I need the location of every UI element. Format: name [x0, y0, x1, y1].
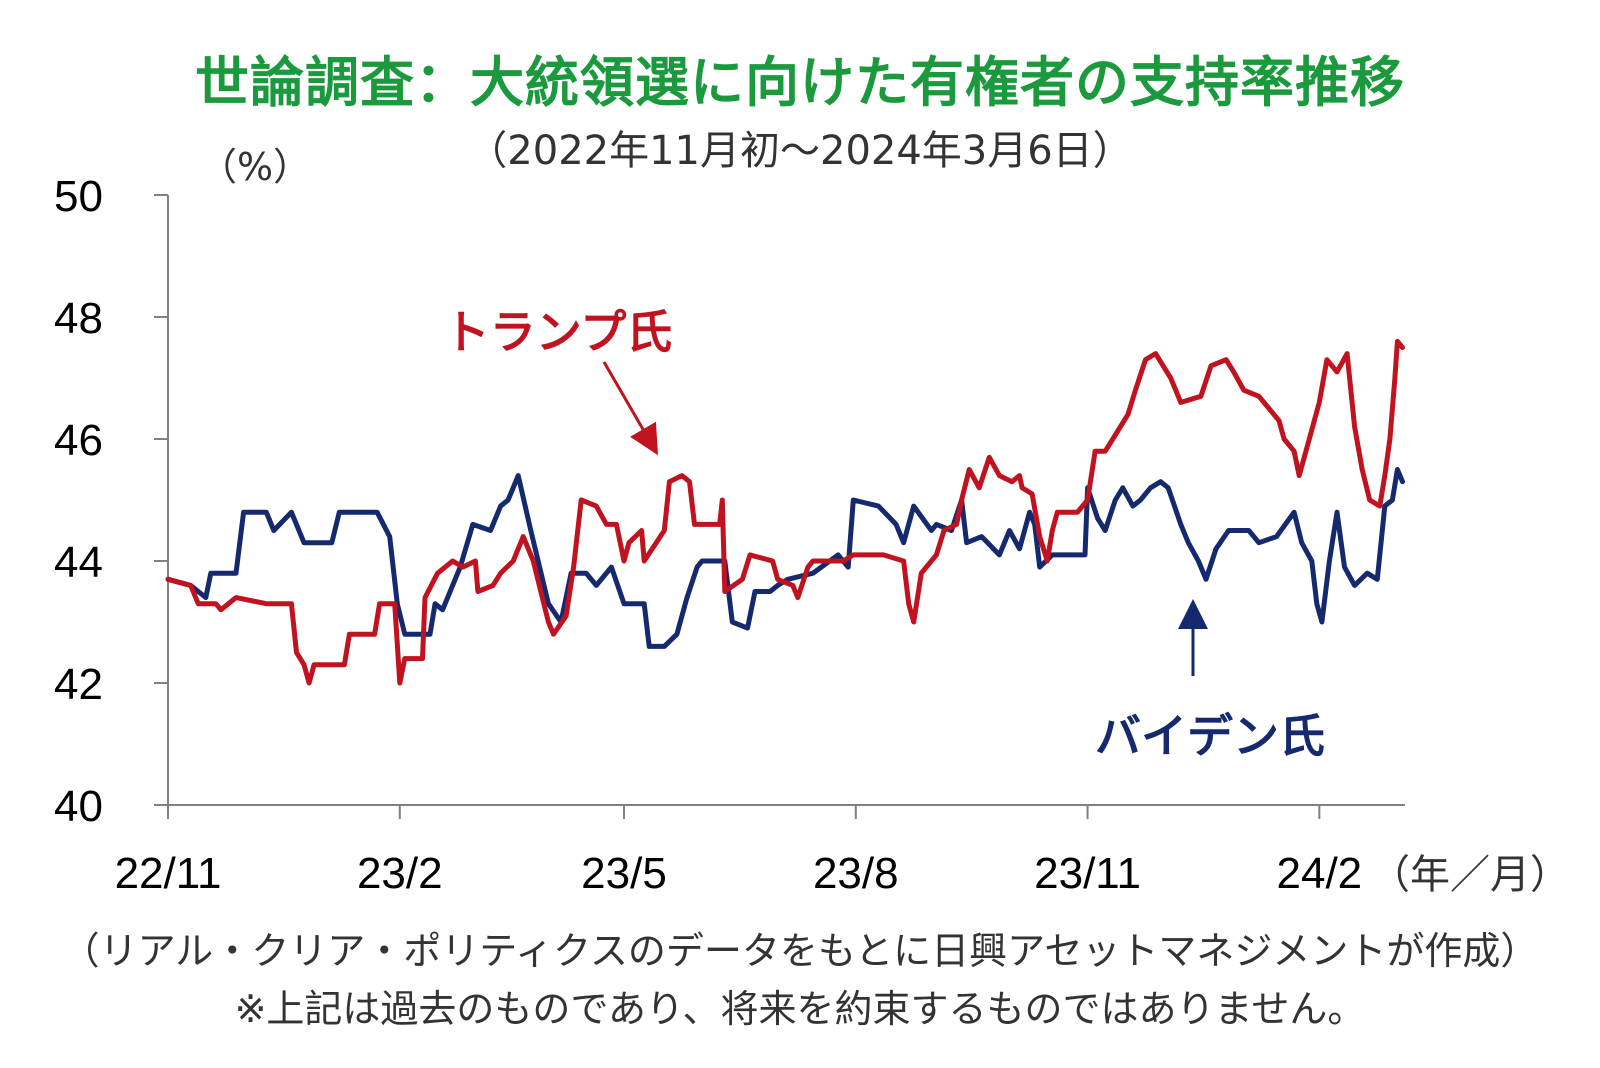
biden-annotation-label: バイデン氏 [1095, 709, 1325, 763]
chart-title: 世論調査：大統領選に向けた有権者の支持率推移 [195, 51, 1405, 114]
y-tick-label: 42 [54, 660, 103, 709]
series-line-biden [165, 467, 1405, 649]
y-tick-label: 40 [54, 782, 103, 831]
y-tick-label: 44 [54, 538, 103, 587]
trump-annotation-arrow [602, 361, 659, 456]
chart-subtitle: （2022年11月初～2024年3月6日） [467, 128, 1133, 174]
x-tick-label: 24/2 [1277, 849, 1363, 898]
y-tick-label: 50 [54, 172, 103, 221]
disclaimer-note: ※上記は過去のものであり、将来を約束するものではありません。 [234, 987, 1366, 1031]
x-tick-label: 23/11 [1034, 849, 1141, 898]
trump-annotation-label: トランプ氏 [444, 305, 673, 359]
x-tick-label: 23/2 [357, 849, 443, 898]
y-tick-label: 48 [54, 294, 103, 343]
source-note: （リアル・クリア・ポリティクスのデータをもとに日興アセットマネジメントが作成） [61, 929, 1539, 973]
x-tick-label: 23/5 [581, 849, 667, 898]
y-unit-label: （%） [199, 145, 311, 189]
x-tick-label: 22/11 [115, 849, 222, 898]
x-unit-label: （年／月） [1370, 852, 1570, 898]
series-line-trump [165, 338, 1405, 686]
y-tick-label: 46 [54, 416, 103, 465]
x-tick-label: 23/8 [813, 849, 899, 898]
